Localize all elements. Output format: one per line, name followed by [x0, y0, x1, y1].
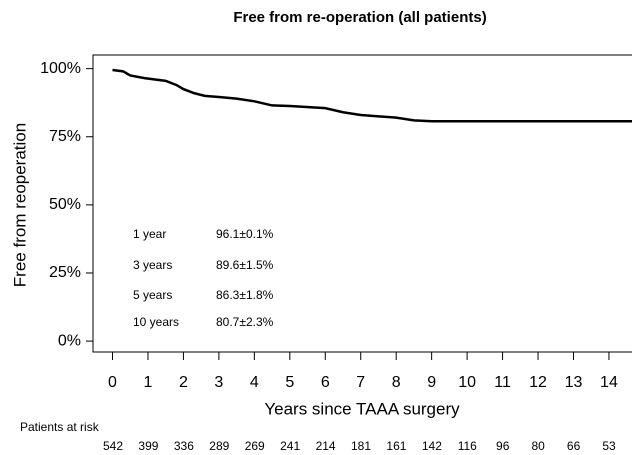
x-tick-label: 10 — [458, 374, 476, 391]
x-tick-label: 8 — [392, 374, 401, 391]
risk-count: 66 — [567, 439, 581, 453]
annotation-value: 80.7±2.3% — [216, 315, 274, 329]
risk-table-title: Patients at risk — [20, 420, 100, 434]
chart-title: Free from re-operation (all patients) — [233, 9, 486, 26]
risk-count: 161 — [386, 439, 406, 453]
y-tick-label: 100% — [40, 60, 81, 77]
x-tick-label: 9 — [427, 374, 436, 391]
risk-count: 53 — [602, 439, 616, 453]
annotation-value: 96.1±0.1% — [216, 227, 274, 241]
x-tick-label: 11 — [494, 374, 511, 391]
risk-count: 181 — [351, 439, 371, 453]
x-axis-label: Years since TAAA surgery — [264, 399, 460, 418]
x-tick-label: 3 — [214, 374, 223, 391]
annotation-label: 5 years — [133, 288, 172, 302]
x-tick-label: 13 — [565, 374, 583, 391]
risk-count: 542 — [103, 439, 123, 453]
x-tick-label: 12 — [529, 374, 547, 391]
x-tick-label: 7 — [356, 374, 365, 391]
risk-count: 96 — [496, 439, 510, 453]
x-tick-label: 1 — [144, 374, 153, 391]
annotation-value: 89.6±1.5% — [216, 258, 274, 272]
x-tick-label: 5 — [285, 374, 294, 391]
annotation-label: 3 years — [133, 258, 172, 272]
risk-count: 336 — [174, 439, 194, 453]
y-tick-label: 25% — [49, 264, 81, 281]
risk-count: 269 — [245, 439, 265, 453]
plot-frame — [92, 54, 632, 353]
survival-curve — [112, 68, 632, 123]
risk-count: 214 — [316, 439, 336, 453]
y-tick-label: 75% — [49, 128, 81, 145]
y-tick-label: 0% — [58, 332, 81, 349]
x-tick-label: 14 — [600, 374, 618, 391]
x-tick-label: 4 — [250, 374, 259, 391]
risk-count: 399 — [138, 439, 158, 453]
x-tick-label: 2 — [179, 374, 188, 391]
risk-count: 142 — [422, 439, 442, 453]
risk-count: 289 — [209, 439, 229, 453]
annotation-value: 86.3±1.8% — [216, 288, 274, 302]
annotation-label: 10 years — [133, 315, 179, 329]
y-tick-label: 50% — [49, 196, 81, 213]
risk-count: 80 — [531, 439, 545, 453]
risk-count: 241 — [280, 439, 300, 453]
risk-count: 116 — [458, 439, 477, 453]
annotation-label: 1 year — [133, 227, 166, 241]
x-tick-label: 6 — [321, 374, 330, 391]
y-axis-label: Free from reoperation — [10, 123, 29, 287]
x-tick-label: 0 — [108, 374, 117, 391]
